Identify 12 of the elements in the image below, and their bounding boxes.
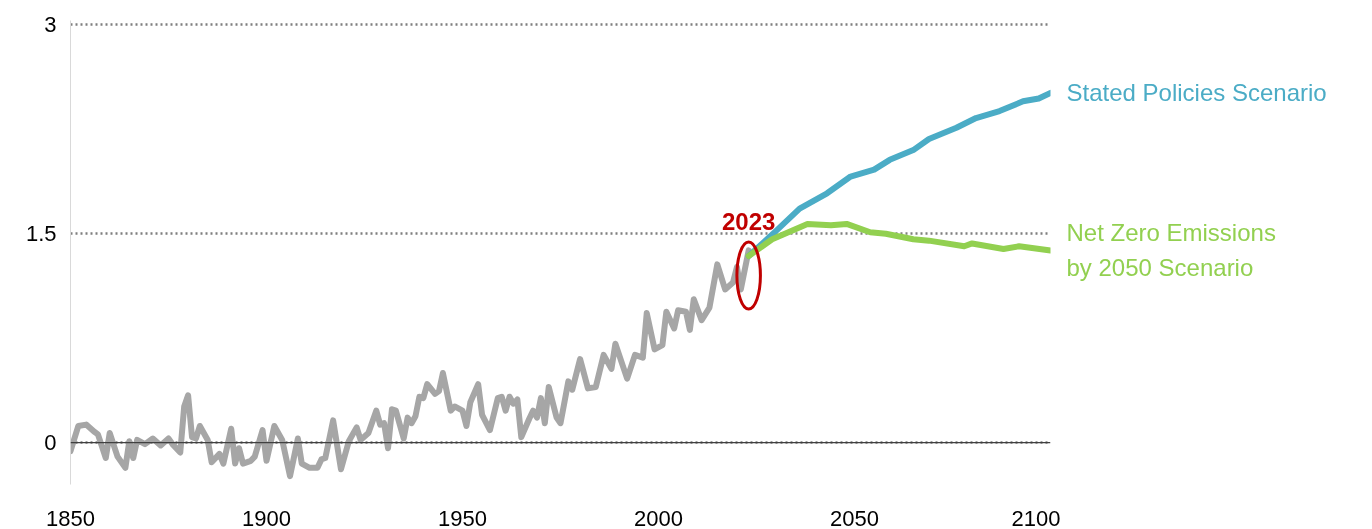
- x-tick-label: 2000: [634, 505, 683, 529]
- series-label: Net Zero Emissions by 2050 Scenario: [1066, 219, 1276, 282]
- y-tick-label: 1.5: [25, 221, 57, 247]
- annotation: 2023: [721, 208, 776, 236]
- x-tick-label: 2100: [1011, 505, 1061, 529]
- y-tick-label: 3: [44, 12, 57, 38]
- x-tick-label: 1950: [438, 505, 487, 529]
- x-tick-label: 2050: [830, 505, 879, 529]
- x-tick-label: 1850: [46, 505, 95, 529]
- x-tick-label: 1900: [242, 505, 291, 529]
- y-tick-label: 0: [44, 430, 57, 456]
- series-label: Stated Policies Scenario: [1066, 79, 1327, 107]
